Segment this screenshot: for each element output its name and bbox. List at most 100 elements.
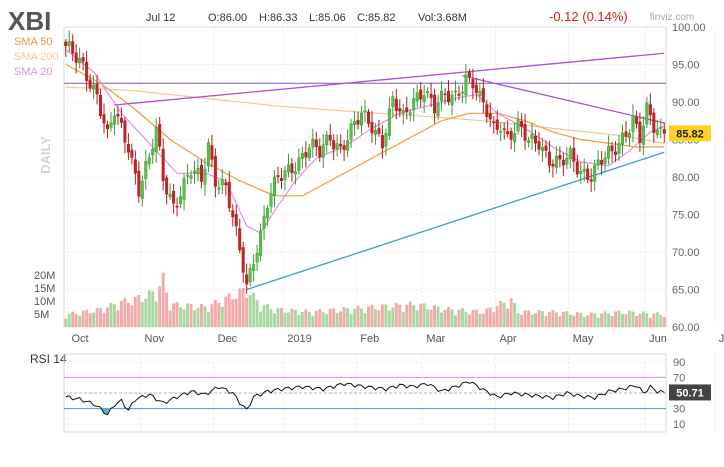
- candle-body: [318, 146, 322, 158]
- rsi-tick-label: 70: [673, 372, 685, 384]
- candle-body: [488, 113, 492, 120]
- volume-bar: [648, 317, 652, 327]
- candle-body: [391, 96, 395, 107]
- candle-body: [88, 79, 92, 89]
- volume-bar: [422, 303, 426, 327]
- candle-body: [140, 180, 144, 199]
- month-label: Jul: [719, 333, 724, 345]
- candle-body: [71, 41, 75, 54]
- volume-bar: [568, 314, 572, 327]
- close-value: C:85.82: [357, 12, 396, 24]
- volume-bar: [71, 311, 75, 327]
- month-label: Oct: [71, 333, 88, 345]
- volume-bar: [488, 307, 492, 327]
- candle-body: [544, 145, 548, 151]
- volume-bar: [346, 308, 350, 327]
- volume-tick-label: 20M: [34, 270, 55, 282]
- volume-bar: [78, 315, 82, 327]
- candle-body: [182, 178, 186, 200]
- rsi-last-label: 50.71: [676, 387, 704, 399]
- volume-bar: [565, 311, 569, 327]
- volume-bar: [217, 302, 221, 327]
- volume-bar: [617, 310, 621, 327]
- candle-body: [105, 124, 109, 130]
- candle-body: [220, 179, 224, 186]
- volume-bar: [520, 314, 524, 327]
- candle-body: [662, 129, 666, 134]
- volume-bar: [401, 311, 405, 327]
- volume-bar: [412, 305, 416, 327]
- volume-bar: [321, 312, 325, 327]
- month-label: Mar: [426, 333, 445, 345]
- volume-bar: [186, 303, 189, 327]
- volume-bar: [307, 311, 311, 327]
- volume-bar: [415, 310, 419, 327]
- volume-bar: [380, 304, 384, 327]
- candle-body: [380, 135, 384, 149]
- candle-body: [384, 133, 388, 147]
- volume-bar: [419, 303, 423, 327]
- candle-body: [370, 121, 374, 134]
- candle-body: [492, 121, 496, 124]
- candle-body: [412, 98, 416, 111]
- month-label: Apr: [499, 333, 516, 345]
- sma50-line: [65, 63, 665, 197]
- volume-bar: [492, 312, 496, 327]
- candle-body: [360, 112, 364, 126]
- price-tick-label: 100.00: [672, 22, 706, 34]
- volume-bar: [662, 317, 666, 327]
- volume-bar: [88, 313, 92, 327]
- candle-body: [273, 176, 277, 196]
- candle-body: [213, 156, 217, 187]
- candle-body: [627, 132, 631, 139]
- volume-bar: [109, 302, 113, 327]
- candle-body: [366, 111, 370, 124]
- candle-body: [537, 141, 541, 150]
- volume-bar: [193, 310, 196, 327]
- month-label: Dec: [218, 333, 238, 345]
- candle-body: [377, 128, 381, 134]
- volume-bar: [106, 307, 109, 327]
- candle-body: [126, 143, 130, 153]
- volume-bar: [624, 314, 628, 327]
- candle-body: [631, 115, 635, 132]
- month-label: May: [573, 333, 594, 345]
- candle-body: [408, 112, 412, 115]
- candle-body: [638, 121, 642, 143]
- volume-bar: [133, 296, 137, 327]
- price-tick-label: 65.00: [672, 285, 700, 297]
- candle-body: [401, 109, 405, 114]
- rsi-tick-label: 30: [673, 404, 685, 416]
- month-label: Nov: [145, 333, 165, 345]
- rsi-last-tag: [669, 384, 711, 401]
- volume-bar: [387, 310, 391, 327]
- candle-body: [81, 57, 85, 62]
- volume-bar: [426, 309, 430, 327]
- candle-body: [621, 132, 625, 145]
- candle-body: [269, 193, 273, 207]
- volume-bar: [335, 312, 339, 327]
- volume-bar: [464, 311, 468, 327]
- volume-bar: [328, 308, 332, 327]
- candle-body: [429, 93, 433, 99]
- volume-bar: [259, 311, 263, 327]
- candle-body: [523, 124, 527, 141]
- volume-bar: [530, 314, 534, 327]
- candle-body: [92, 84, 96, 90]
- candle-body: [387, 108, 391, 136]
- volume-bar: [655, 312, 659, 327]
- volume-bar: [280, 308, 283, 327]
- candle-body: [551, 163, 555, 167]
- month-label: Feb: [360, 333, 379, 345]
- volume-bar: [314, 310, 318, 327]
- candle-body: [474, 84, 478, 93]
- candle-body: [460, 91, 464, 94]
- candle-body: [255, 253, 259, 263]
- candle-body: [453, 90, 457, 93]
- volume-bar: [119, 300, 123, 327]
- candle-body: [419, 89, 423, 100]
- volume-bar: [356, 305, 360, 327]
- volume-bar: [589, 312, 593, 327]
- volume-bar: [541, 311, 544, 327]
- volume-bar: [551, 309, 555, 327]
